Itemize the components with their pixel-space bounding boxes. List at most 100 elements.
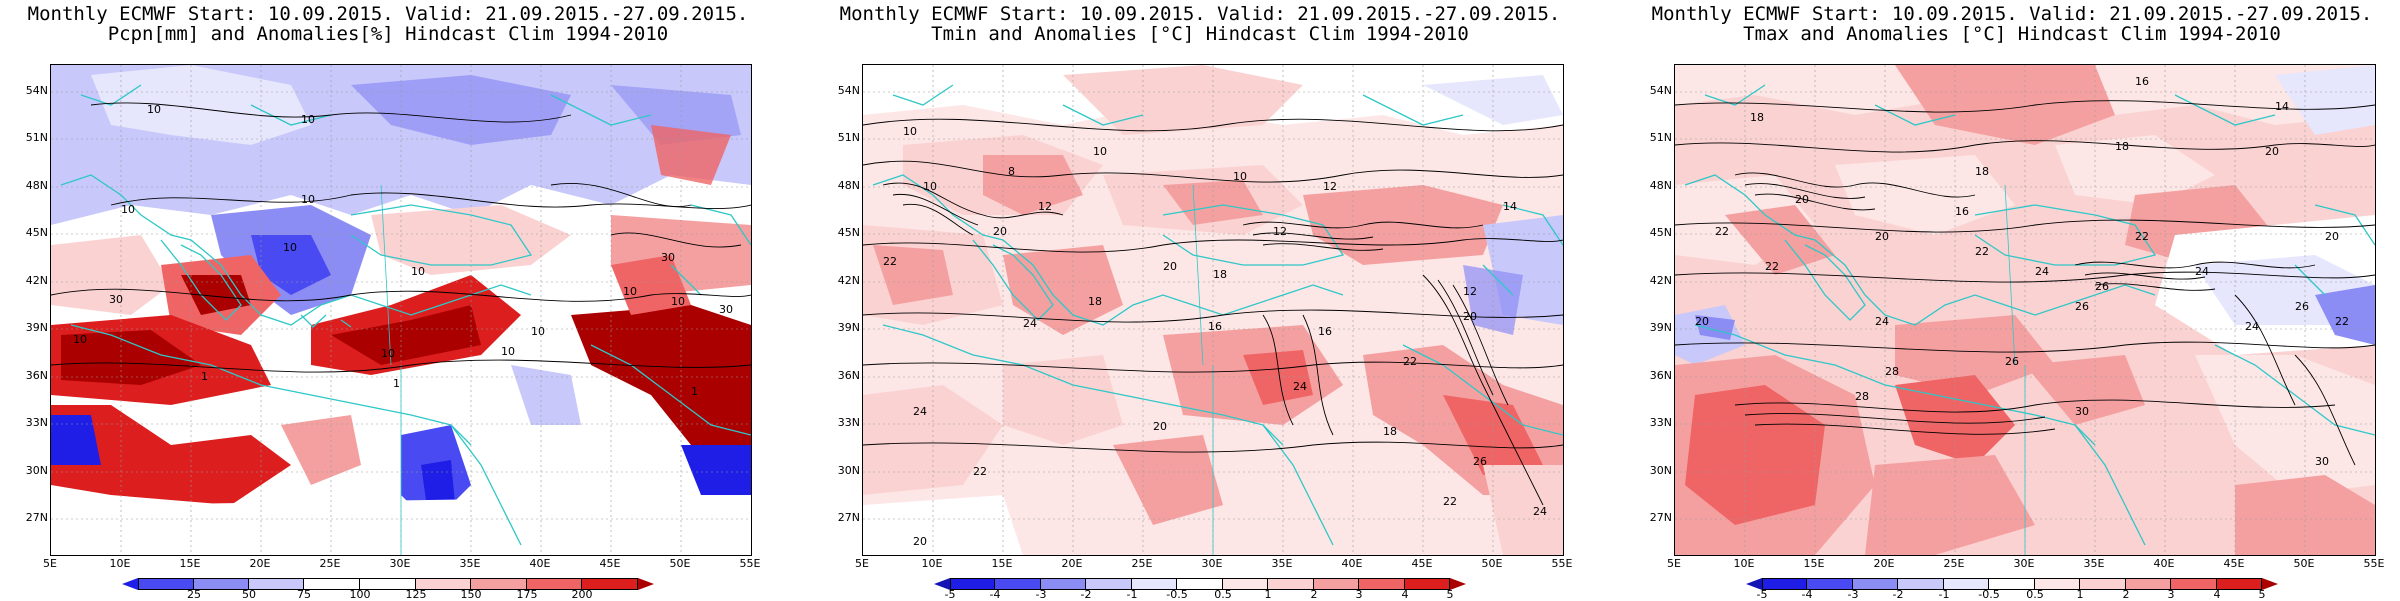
- colorbar-label: 200: [571, 588, 593, 601]
- lon-tick: 10E: [921, 557, 943, 570]
- tmax-map: 14 16 18 18 20 20 22 22 24 26 28 30 26 2…: [1674, 64, 2376, 556]
- lon-tick: 5E: [1667, 557, 1681, 570]
- lon-tick: 5E: [855, 557, 869, 570]
- lat-tick: 51N: [25, 131, 48, 144]
- colorbar-max-arrow: [2262, 578, 2278, 590]
- contour-label: 20: [2265, 145, 2279, 158]
- lon-tick: 45E: [2223, 557, 2245, 570]
- lon-tick: 40E: [529, 557, 551, 570]
- lat-tick: 36N: [25, 369, 48, 382]
- lat-tick: 45N: [1649, 226, 1672, 239]
- contour-label: 20: [1153, 420, 1167, 433]
- lat-tick: 30N: [25, 464, 48, 477]
- lon-tick: 35E: [2083, 557, 2105, 570]
- lon-tick: 20E: [1873, 557, 1895, 570]
- contour-label: 10: [301, 193, 315, 206]
- lat-tick: 45N: [837, 226, 860, 239]
- contour-label: 10: [147, 103, 161, 116]
- lat-tick: 48N: [25, 179, 48, 192]
- lon-tick: 25E: [1943, 557, 1965, 570]
- contour-label: 22: [1715, 225, 1729, 238]
- contour-label: 22: [1443, 495, 1457, 508]
- lat-tick: 42N: [25, 274, 48, 287]
- lat-tick: 54N: [1649, 84, 1672, 97]
- colorbar-segment: [2126, 578, 2171, 590]
- lat-tick: 42N: [1649, 274, 1672, 287]
- contour-label: 30: [719, 303, 733, 316]
- contour-label: 16: [1208, 320, 1222, 333]
- contour-label: 20: [1463, 310, 1477, 323]
- colorbar-segment: [1807, 578, 1853, 590]
- colorbar-label: 75: [297, 588, 311, 601]
- colorbar-label: 0.5: [2026, 588, 2044, 601]
- colorbar-label: -2: [1080, 588, 1092, 601]
- colorbar-label: 25: [187, 588, 201, 601]
- contour-label: 1: [201, 370, 208, 383]
- contour-label: 30: [109, 293, 123, 306]
- lon-tick: 35E: [1271, 557, 1293, 570]
- lat-tick: 39N: [1649, 321, 1672, 334]
- lon-tick: 15E: [1803, 557, 1825, 570]
- lat-tick: 33N: [25, 416, 48, 429]
- colorbar-min-arrow: [122, 578, 138, 590]
- colorbar-label: -1: [1126, 588, 1138, 601]
- contour-label: 10: [381, 347, 395, 360]
- colorbar-segment: [1268, 578, 1314, 590]
- contour-label: 22: [883, 255, 897, 268]
- contour-label: 22: [1765, 260, 1779, 273]
- contour-label: 22: [973, 465, 987, 478]
- tmin-map-canvas: 10 10 10 12 12 14 16 18 20 22 24 20 18 1…: [863, 65, 1563, 555]
- contour-label: 14: [2275, 100, 2289, 113]
- contour-label: 26: [2095, 280, 2109, 293]
- colorbar-label: 4: [2213, 588, 2221, 601]
- colorbar-label: 1: [1264, 588, 1272, 601]
- lat-tick: 36N: [837, 369, 860, 382]
- colorbar-segment: [527, 578, 582, 590]
- colorbar-label: -5: [944, 588, 956, 601]
- contour-label: 30: [2315, 455, 2329, 468]
- colorbar: [1762, 578, 2262, 590]
- colorbar-segment: [995, 578, 1041, 590]
- colorbar-label: 5: [1446, 588, 1454, 601]
- contour-label: 20: [993, 225, 1007, 238]
- contour-label: 10: [531, 325, 545, 338]
- lon-tick: 45E: [599, 557, 621, 570]
- colorbar-segment: [1989, 578, 2035, 590]
- colorbar-segment: [1944, 578, 1989, 590]
- colorbar-label: 175: [516, 588, 538, 601]
- contour-label: 20: [1163, 260, 1177, 273]
- colorbar-label: -3: [1847, 588, 1859, 601]
- colorbar-segment: [1132, 578, 1177, 590]
- contour-label: 28: [1885, 365, 1899, 378]
- colorbar-max-arrow: [1450, 578, 1466, 590]
- contour-label: 10: [903, 125, 917, 138]
- lon-tick: 55E: [2363, 557, 2385, 570]
- colorbar-min-arrow: [1746, 578, 1762, 590]
- colorbar-segment: [2171, 578, 2217, 590]
- contour-label: 18: [1383, 425, 1397, 438]
- lat-tick: 45N: [25, 226, 48, 239]
- lon-tick: 50E: [669, 557, 691, 570]
- colorbar-label: 2: [2122, 588, 2130, 601]
- lon-tick: 30E: [389, 557, 411, 570]
- contour-label: 24: [1293, 380, 1307, 393]
- lon-tick: 20E: [1061, 557, 1083, 570]
- colorbar-label: 50: [242, 588, 256, 601]
- contour-label: 20: [2325, 230, 2339, 243]
- colorbar-segment: [950, 578, 995, 590]
- colorbar-segment: [2035, 578, 2080, 590]
- lon-tick: 25E: [319, 557, 341, 570]
- colorbar-segment: [471, 578, 527, 590]
- contour-label: 16: [1955, 205, 1969, 218]
- contour-label: 10: [283, 241, 297, 254]
- lat-tick: 48N: [1649, 179, 1672, 192]
- lon-tick: 25E: [1131, 557, 1153, 570]
- colorbar-label: -0.5: [1978, 588, 2000, 601]
- lon-tick: 40E: [2153, 557, 2175, 570]
- lat-tick: 48N: [837, 179, 860, 192]
- lon-tick: 50E: [2293, 557, 2315, 570]
- tmin-map: 10 10 10 12 12 14 16 18 20 22 24 20 18 1…: [862, 64, 1564, 556]
- panel-title-line2: Pcpn[mm] and Anomalies[%] Hindcast Clim …: [107, 23, 669, 45]
- colorbar-label: -2: [1892, 588, 1904, 601]
- contour-label: 24: [1023, 317, 1037, 330]
